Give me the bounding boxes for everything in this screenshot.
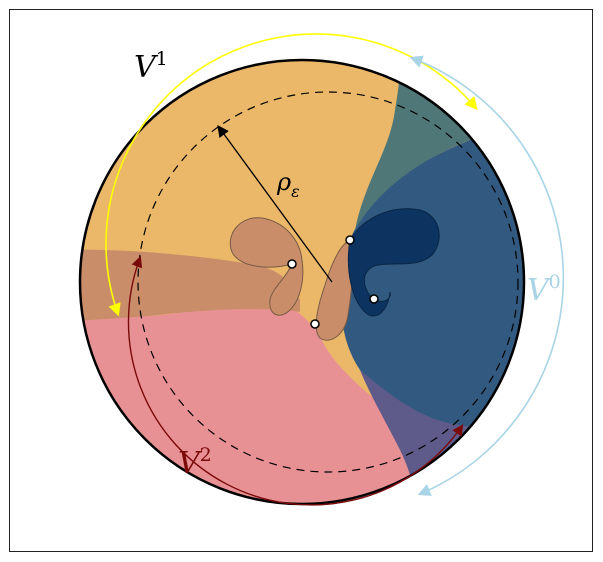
singular-point — [311, 320, 319, 328]
singular-point — [370, 295, 378, 303]
singular-point — [288, 260, 296, 268]
singular-point — [346, 236, 354, 244]
label-v1: V1 — [134, 48, 168, 85]
disk-regions — [60, 40, 540, 520]
label-v0: V0 — [527, 271, 561, 308]
